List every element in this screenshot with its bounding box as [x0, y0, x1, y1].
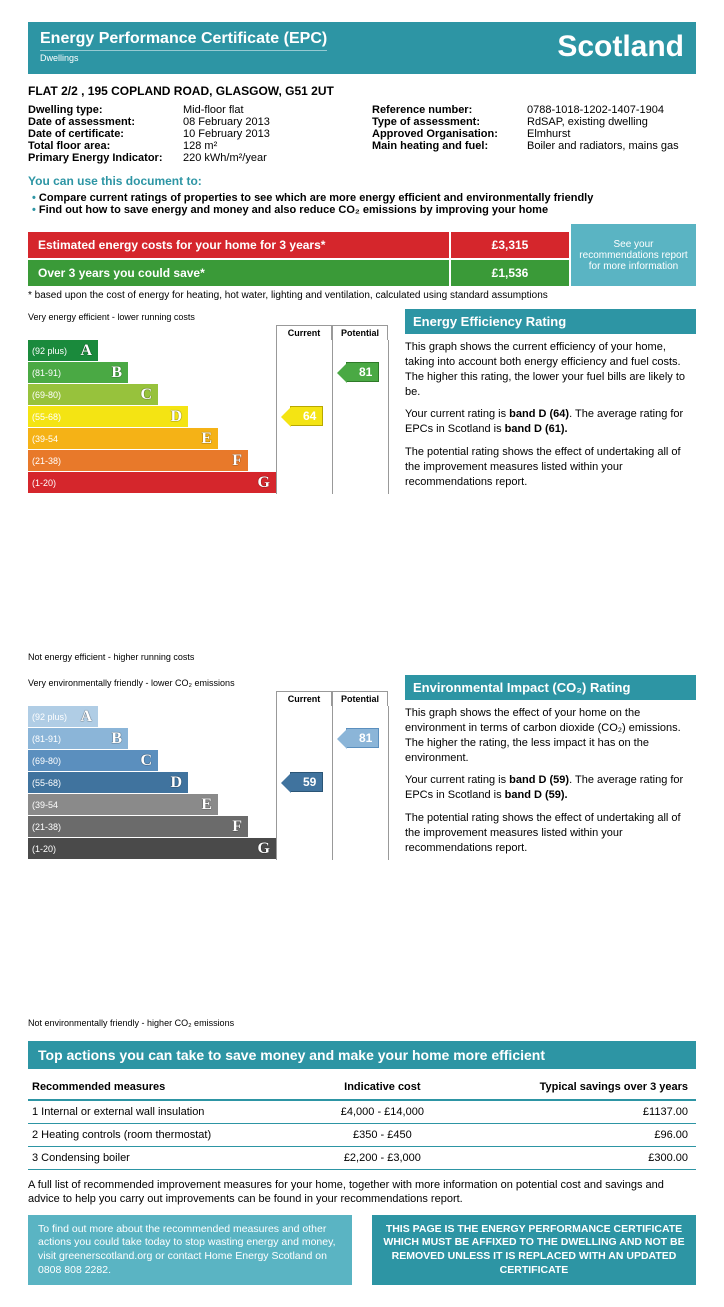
detail-value: Elmhurst — [527, 128, 570, 140]
band-G: (1-20)G — [28, 472, 276, 493]
chart-bottom-caption: Not environmentally friendly - higher CO… — [28, 1018, 393, 1028]
actions-col-header: Typical savings over 3 years — [452, 1075, 696, 1100]
band-B: (81-91)B — [28, 362, 128, 383]
recommendations-infobox: See your recommendations report for more… — [571, 224, 696, 286]
eff-para3: The potential rating shows the effect of… — [405, 445, 696, 490]
band-A: (92 plus)A — [28, 340, 98, 361]
detail-label: Approved Organisation: — [372, 128, 527, 140]
detail-label: Reference number: — [372, 104, 527, 116]
detail-label: Date of assessment: — [28, 116, 183, 128]
cost-3yr-label: Estimated energy costs for your home for… — [28, 232, 449, 258]
country-label: Scotland — [557, 30, 684, 64]
env-para3: The potential rating shows the effect of… — [405, 811, 696, 856]
table-row: 2 Heating controls (room thermostat)£350… — [28, 1124, 696, 1147]
eff-para2: Your current rating is band D (64). The … — [405, 407, 696, 437]
table-cell: 3 Condensing boiler — [28, 1147, 313, 1170]
table-cell: 2 Heating controls (room thermostat) — [28, 1124, 313, 1147]
col-current: Current — [276, 691, 332, 706]
band-D: (55-68)D — [28, 406, 188, 427]
table-cell: £350 - £450 — [313, 1124, 452, 1147]
actions-col-header: Recommended measures — [28, 1075, 313, 1100]
arrow-potential: 81 — [346, 728, 379, 748]
band-F: (21-38)F — [28, 450, 248, 471]
band-E: (39-54E — [28, 794, 218, 815]
top-actions-header: Top actions you can take to save money a… — [28, 1041, 696, 1069]
doc-subtitle: Dwellings — [40, 50, 327, 63]
detail-label: Main heating and fuel: — [372, 140, 527, 152]
detail-value: 0788-1018-1202-1407-1904 — [527, 104, 664, 116]
chart-bottom-caption: Not energy efficient - higher running co… — [28, 652, 393, 662]
actions-col-header: Indicative cost — [313, 1075, 452, 1100]
band-C: (69-80)C — [28, 750, 158, 771]
chart-top-caption: Very energy efficient - lower running co… — [28, 312, 393, 322]
env-header: Environmental Impact (CO₂) Rating — [405, 675, 696, 700]
chart-top-caption: Very environmentally friendly - lower CO… — [28, 678, 393, 688]
cost-save-value: £1,536 — [449, 260, 569, 286]
band-G: (1-20)G — [28, 838, 276, 859]
col-current: Current — [276, 325, 332, 340]
detail-value: 10 February 2013 — [183, 128, 270, 140]
eff-header: Energy Efficiency Rating — [405, 309, 696, 334]
band-F: (21-38)F — [28, 816, 248, 837]
env-chart: Very environmentally friendly - lower CO… — [28, 675, 393, 1031]
affix-notice-box: THIS PAGE IS THE ENERGY PERFORMANCE CERT… — [372, 1215, 696, 1286]
detail-label: Total floor area: — [28, 140, 183, 152]
band-B: (81-91)B — [28, 728, 128, 749]
table-cell: £96.00 — [452, 1124, 696, 1147]
use-bullet: Compare current ratings of properties to… — [32, 192, 696, 204]
table-cell: £2,200 - £3,000 — [313, 1147, 452, 1170]
table-cell: £300.00 — [452, 1147, 696, 1170]
table-cell: £1137.00 — [452, 1100, 696, 1124]
doc-title: Energy Performance Certificate (EPC) — [40, 30, 327, 48]
detail-label: Date of certificate: — [28, 128, 183, 140]
use-bullets: Compare current ratings of properties to… — [32, 192, 696, 216]
detail-value: Mid-floor flat — [183, 104, 244, 116]
detail-label: Dwelling type: — [28, 104, 183, 116]
address: FLAT 2/2 , 195 COPLAND ROAD, GLASGOW, G5… — [28, 84, 696, 98]
details-grid: Dwelling type:Mid-floor flatDate of asse… — [28, 104, 696, 164]
arrow-current: 64 — [290, 406, 323, 426]
header-bar: Energy Performance Certificate (EPC) Dwe… — [28, 22, 696, 74]
use-heading: You can use this document to: — [28, 174, 696, 188]
full-list-text: A full list of recommended improvement m… — [28, 1178, 696, 1207]
detail-value: 220 kWh/m²/year — [183, 152, 267, 164]
table-row: 1 Internal or external wall insulation£4… — [28, 1100, 696, 1124]
find-out-more-box: To find out more about the recommended m… — [28, 1215, 352, 1286]
env-para2: Your current rating is band D (59). The … — [405, 773, 696, 803]
table-cell: £4,000 - £14,000 — [313, 1100, 452, 1124]
detail-value: RdSAP, existing dwelling — [527, 116, 648, 128]
col-potential: Potential — [332, 325, 388, 340]
detail-label: Type of assessment: — [372, 116, 527, 128]
eff-chart: Very energy efficient - lower running co… — [28, 309, 393, 665]
detail-value: 08 February 2013 — [183, 116, 270, 128]
eff-para1: This graph shows the current efficiency … — [405, 340, 696, 399]
band-D: (55-68)D — [28, 772, 188, 793]
actions-table: Recommended measuresIndicative costTypic… — [28, 1075, 696, 1170]
cost-3yr-value: £3,315 — [449, 232, 569, 258]
detail-value: Boiler and radiators, mains gas — [527, 140, 679, 152]
cost-footnote: * based upon the cost of energy for heat… — [28, 290, 696, 301]
band-E: (39-54E — [28, 428, 218, 449]
table-cell: 1 Internal or external wall insulation — [28, 1100, 313, 1124]
table-row: 3 Condensing boiler£2,200 - £3,000£300.0… — [28, 1147, 696, 1170]
use-bullet: Find out how to save energy and money an… — [32, 204, 696, 216]
detail-value: 128 m² — [183, 140, 217, 152]
env-para1: This graph shows the effect of your home… — [405, 706, 696, 765]
band-C: (69-80)C — [28, 384, 158, 405]
cost-save-label: Over 3 years you could save* — [28, 260, 449, 286]
col-potential: Potential — [332, 691, 388, 706]
arrow-current: 59 — [290, 772, 323, 792]
band-A: (92 plus)A — [28, 706, 98, 727]
arrow-potential: 81 — [346, 362, 379, 382]
detail-label: Primary Energy Indicator: — [28, 152, 183, 164]
